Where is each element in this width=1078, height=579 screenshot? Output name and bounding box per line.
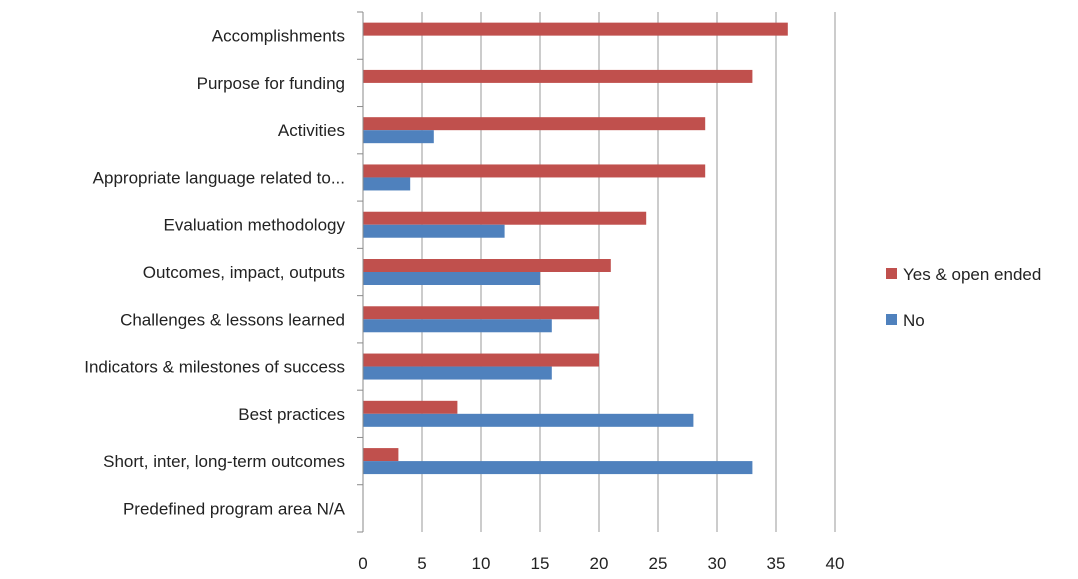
category-label-10: Predefined program area N/A — [123, 499, 346, 518]
bar-yes-0 — [363, 22, 788, 36]
category-label-8: Best practices — [238, 405, 345, 424]
category-label-4: Evaluation methodology — [164, 216, 346, 235]
category-label-9: Short, inter, long-term outcomes — [103, 452, 345, 471]
x-tick-label-30: 30 — [708, 554, 727, 573]
legend: Yes & open ended No — [886, 265, 1041, 330]
x-tick-label-0: 0 — [358, 554, 367, 573]
bar-yes-9 — [363, 448, 399, 462]
bar-yes-6 — [363, 306, 599, 320]
category-label-6: Challenges & lessons learned — [120, 310, 345, 329]
bar-yes-3 — [363, 164, 706, 178]
category-label-1: Purpose for funding — [197, 74, 345, 93]
bar-no-6 — [363, 319, 552, 333]
legend-swatch-1 — [886, 314, 897, 325]
category-label-5: Outcomes, impact, outputs — [143, 263, 345, 282]
bar-no-5 — [363, 272, 540, 285]
x-tick-labels: 0 5 10 15 20 25 30 35 40 — [358, 554, 844, 573]
x-tick-label-10: 10 — [472, 554, 491, 573]
bars — [363, 22, 788, 475]
x-tick-label-35: 35 — [767, 554, 786, 573]
x-tick-label-25: 25 — [649, 554, 668, 573]
x-tick-label-40: 40 — [826, 554, 845, 573]
bar-yes-1 — [363, 69, 753, 83]
x-tick-label-15: 15 — [531, 554, 550, 573]
legend-label-1: No — [903, 311, 925, 330]
bar-no-4 — [363, 224, 505, 238]
bar-no-9 — [363, 461, 753, 475]
category-labels: Accomplishments Purpose for funding Activi… — [84, 27, 345, 519]
bar-yes-7 — [363, 353, 599, 367]
bar-yes-8 — [363, 400, 458, 414]
axes — [357, 11, 364, 533]
category-label-3: Appropriate language related to... — [93, 168, 345, 187]
bar-no-3 — [363, 177, 411, 191]
bar-yes-5 — [363, 259, 611, 272]
x-tick-label-5: 5 — [417, 554, 426, 573]
bar-no-8 — [363, 413, 694, 427]
category-label-0: Accomplishments — [212, 27, 345, 46]
bar-no-2 — [363, 130, 434, 144]
category-label-2: Activities — [278, 121, 345, 140]
bar-no-7 — [363, 366, 552, 380]
bar-yes-2 — [363, 117, 706, 131]
x-tick-label-20: 20 — [590, 554, 609, 573]
legend-swatch-0 — [886, 268, 897, 279]
bar-yes-4 — [363, 211, 647, 225]
category-label-7: Indicators & milestones of success — [84, 358, 345, 377]
legend-label-0: Yes & open ended — [903, 265, 1041, 284]
